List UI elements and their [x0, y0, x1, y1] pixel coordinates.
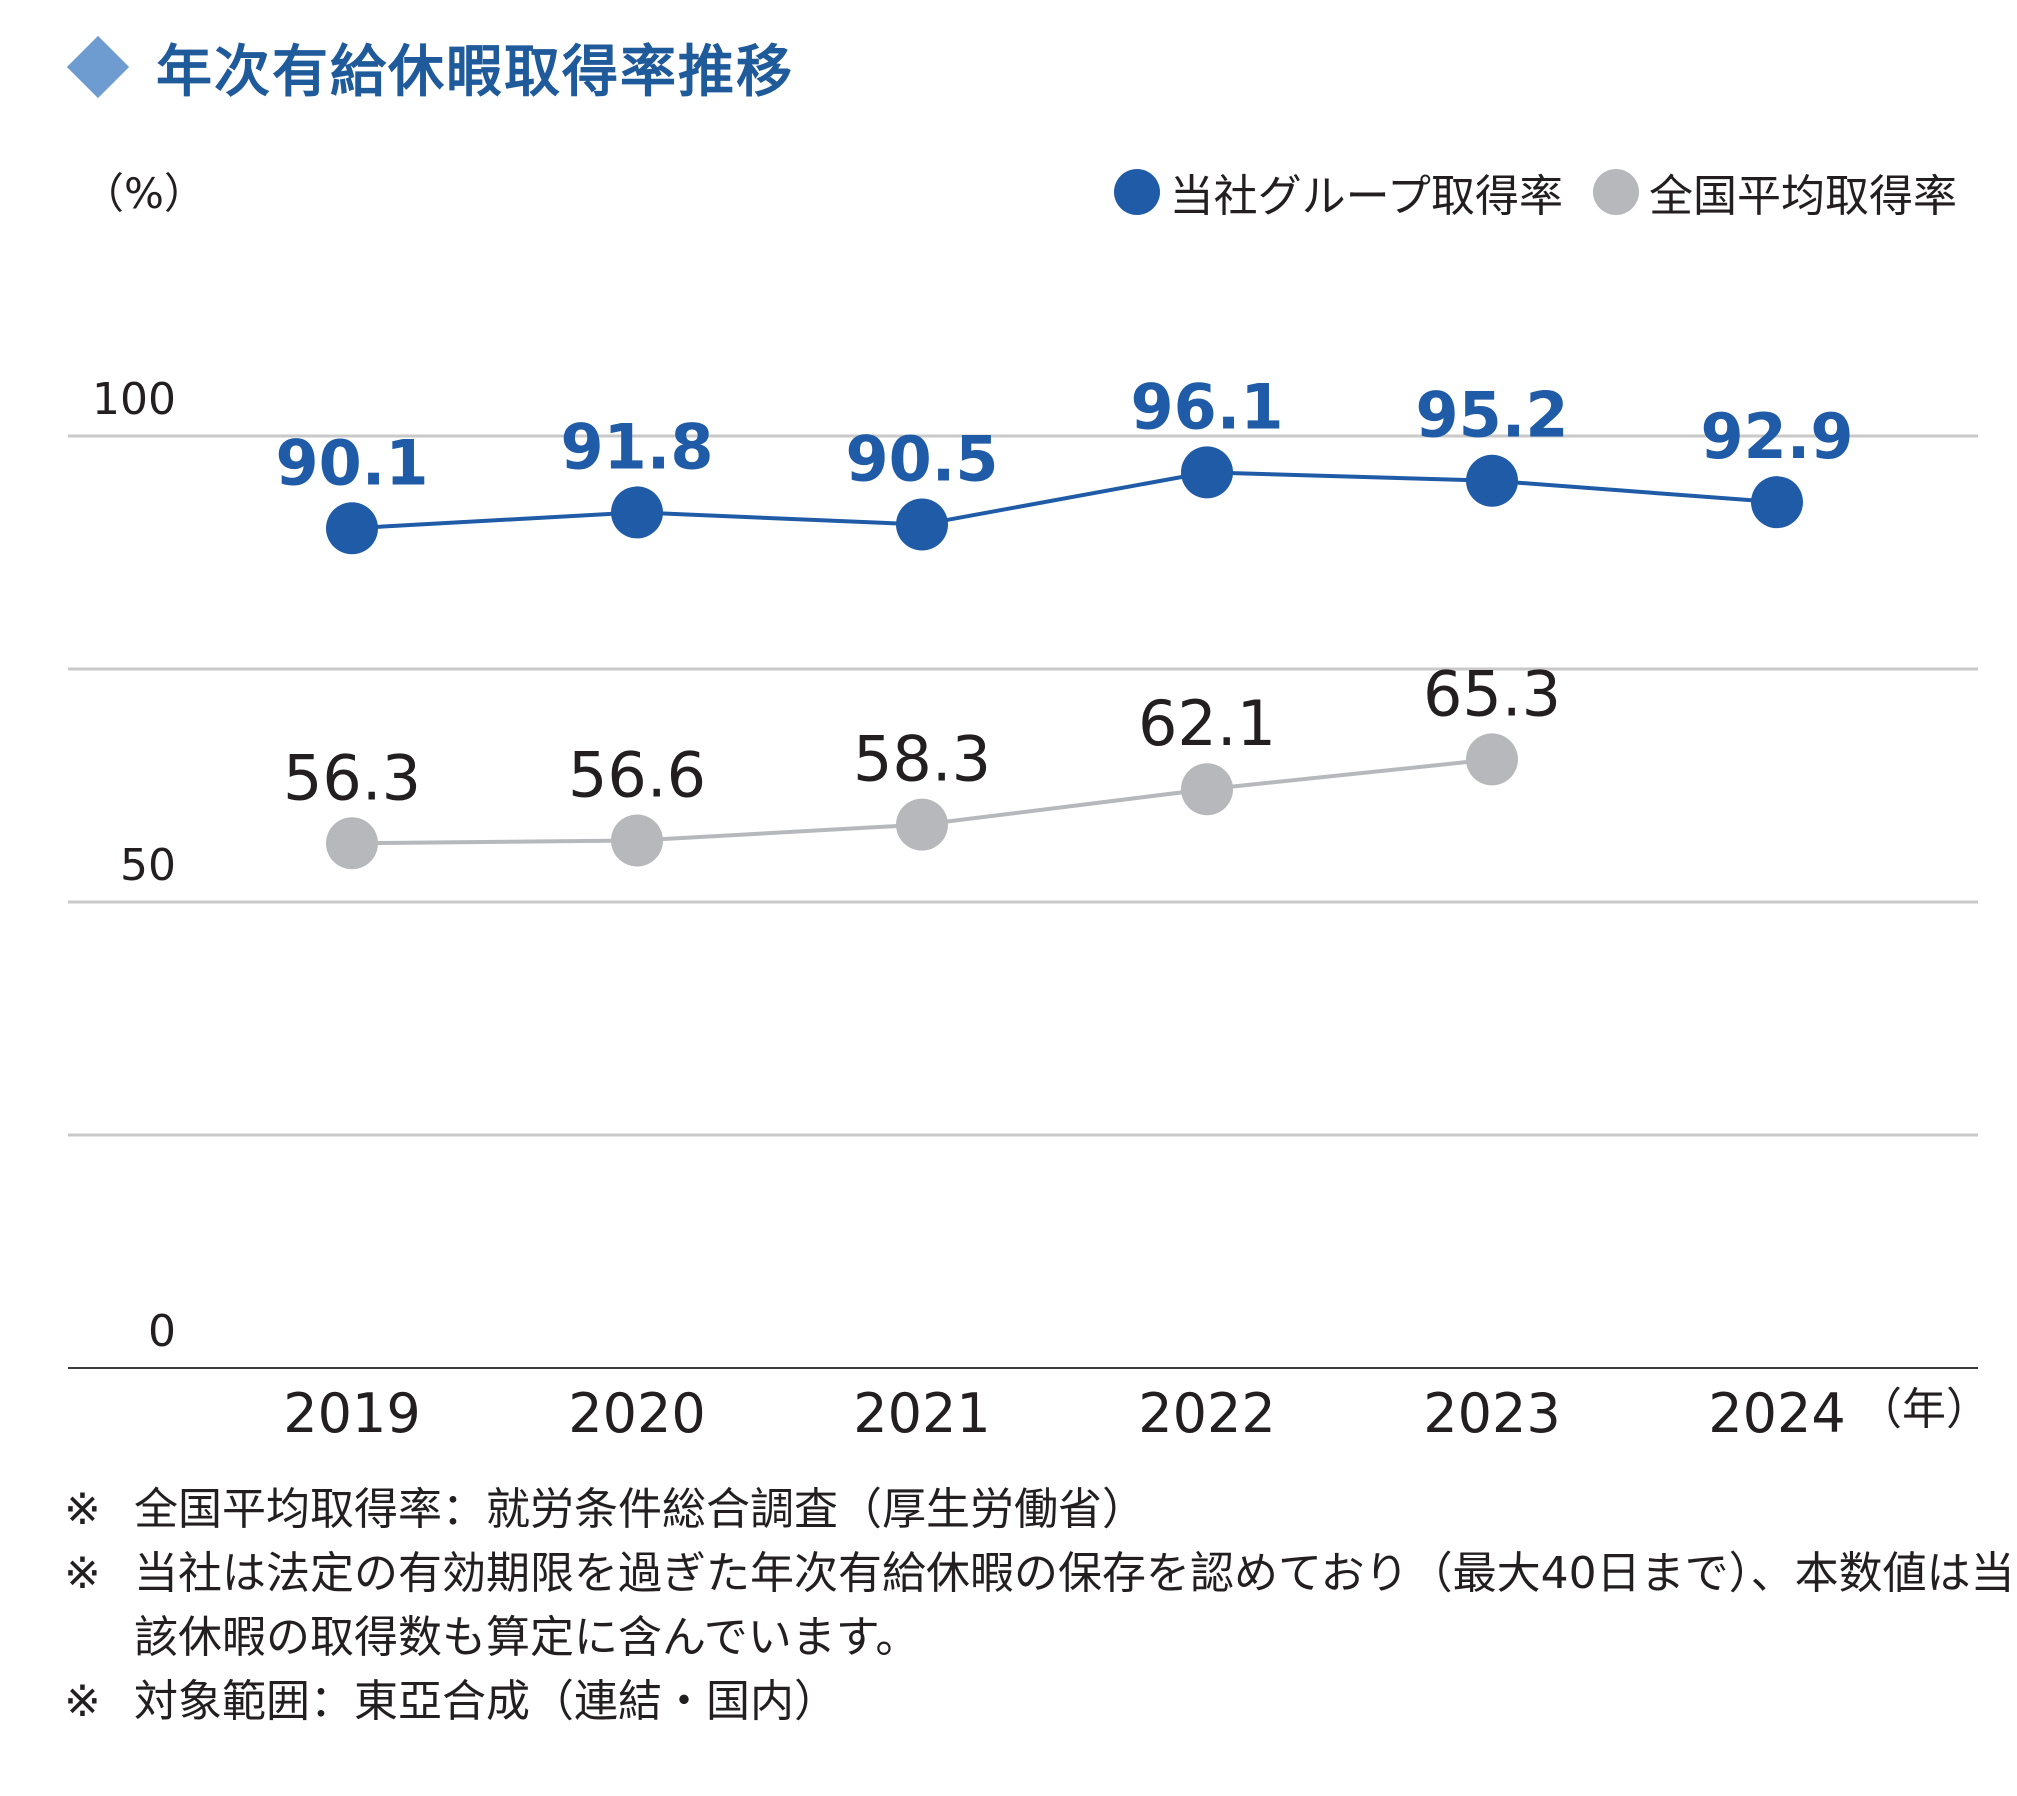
x-tick-label: 2021 [853, 1382, 990, 1445]
data-point-national [611, 814, 663, 867]
x-tick-label: 2020 [568, 1382, 705, 1445]
data-label-company: 95.2 [1416, 379, 1569, 452]
y-tick-label: 0 [148, 1306, 176, 1357]
x-tick-label: 2024 [1708, 1382, 1845, 1445]
data-point-company [1751, 476, 1803, 529]
y-tick-label: 100 [92, 374, 176, 425]
legend-dot-company [1113, 169, 1160, 215]
data-label-national: 58.3 [853, 723, 991, 796]
chart-title-block: 年次有給休暇取得率推移 [60, 22, 794, 112]
data-point-national [1466, 733, 1518, 786]
legend-item-company: 当社グループ取得率 [1113, 160, 1563, 224]
series-line-company [351, 470, 1778, 531]
legend-dot-national [1593, 169, 1639, 215]
footnote: ※ 当社は法定の有効期限を過ぎた年次有給休暇の保存を認めており（最大40日まで）… [64, 1548, 2015, 1663]
data-point-company [326, 502, 378, 555]
data-point-national [1181, 763, 1233, 816]
legend-item-national: 全国平均取得率 [1593, 160, 1957, 224]
y-unit-label: （%） [82, 169, 206, 218]
data-label-national: 65.3 [1423, 657, 1561, 730]
data-point-company [1181, 446, 1233, 499]
y-tick-label: 50 [120, 840, 176, 891]
footnote: ※ 対象範囲：東亞合成（連結・国内） [64, 1676, 838, 1727]
data-label-company: 90.1 [276, 426, 429, 499]
data-label-company: 96.1 [1131, 370, 1284, 443]
line-chart: 0 50 100 2019 2020 2021 2022 2023 2024 （年） 90.1 91.… [68, 370, 1990, 1445]
x-tick-label: 2022 [1138, 1382, 1275, 1445]
data-label-company: 92.9 [1701, 400, 1854, 473]
data-point-company [611, 486, 663, 539]
chart-title: 年次有給休暇取得率推移 [156, 39, 794, 105]
data-point-national [896, 798, 948, 851]
footnote: ※ 全国平均取得率：就労条件総合調査（厚生労働省） [64, 1484, 1146, 1535]
data-label-company: 91.8 [561, 410, 714, 483]
data-label-national: 62.1 [1138, 687, 1276, 760]
legend-label-national: 全国平均取得率 [1649, 171, 1957, 222]
x-tick-label: 2023 [1423, 1382, 1560, 1445]
data-point-company [1466, 454, 1518, 507]
legend-label-company: 当社グループ取得率 [1169, 171, 1563, 222]
legend: 当社グループ取得率 全国平均取得率 [1084, 160, 1957, 224]
x-tick-label: 2019 [283, 1382, 420, 1445]
data-label-national: 56.3 [283, 741, 421, 814]
data-label-company: 90.5 [846, 423, 999, 496]
footnotes: ※ 全国平均取得率：就労条件総合調査（厚生労働省） ※ 当社は法定の有効期限を過… [64, 1478, 2017, 1734]
x-unit-label: （年） [1858, 1384, 1990, 1435]
data-point-company [896, 498, 948, 551]
data-label-national: 56.6 [568, 738, 706, 811]
data-point-national [326, 817, 378, 870]
